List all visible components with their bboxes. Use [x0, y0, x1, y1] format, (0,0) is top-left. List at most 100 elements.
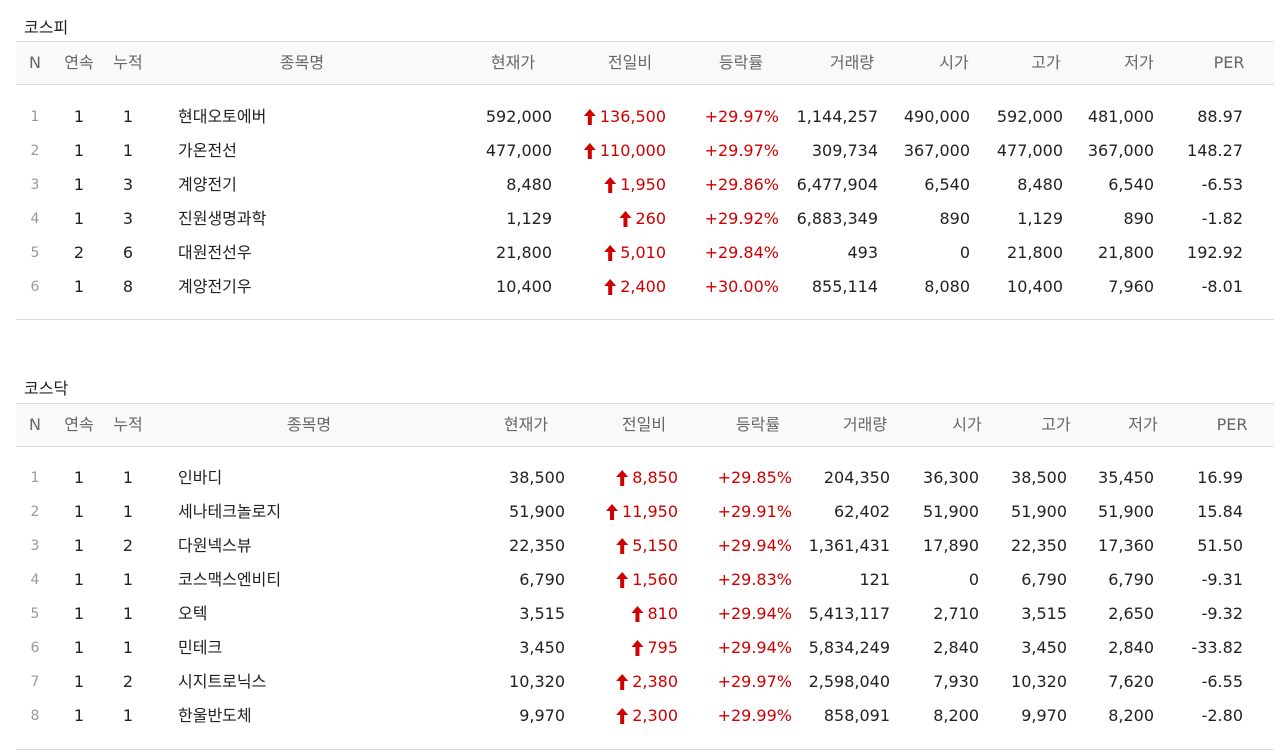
header-low[interactable]: 저가 — [1124, 53, 1154, 72]
cell-rate: +29.94% — [717, 638, 792, 657]
cell-open: 17,890 — [923, 536, 979, 555]
change-value: 1,950 — [604, 168, 666, 202]
cell-per: -9.31 — [1201, 570, 1243, 589]
cell-streak: 1 — [73, 502, 85, 521]
header-cum[interactable]: 누적 — [113, 53, 143, 72]
cell-streak: 1 — [73, 209, 85, 228]
header-low[interactable]: 저가 — [1128, 415, 1158, 434]
cell-streak: 1 — [73, 175, 85, 194]
header-rate[interactable]: 등락률 — [735, 415, 781, 434]
cell-price: 21,800 — [496, 243, 552, 262]
stock-name-link[interactable]: 계양전기우 — [178, 277, 252, 296]
cell-open: 0 — [959, 243, 970, 262]
cell-price: 51,900 — [509, 502, 565, 521]
header-price[interactable]: 현재가 — [503, 415, 549, 434]
cell-per: 51.50 — [1197, 536, 1243, 555]
cell-change: 2,400 — [604, 270, 666, 307]
stock-name-link[interactable]: 한울반도체 — [178, 706, 252, 725]
header-name[interactable]: 종목명 — [286, 415, 332, 434]
header-rate[interactable]: 등락률 — [718, 53, 764, 72]
section-title: 코스피 — [24, 18, 69, 37]
stock-name-link[interactable]: 현대오토에버 — [178, 107, 267, 126]
header-open[interactable]: 시가 — [939, 53, 969, 72]
cell-streak: 1 — [73, 638, 85, 657]
cell-low: 51,900 — [1098, 502, 1154, 521]
header-name[interactable]: 종목명 — [279, 53, 325, 72]
header-streak[interactable]: 연속 — [64, 53, 94, 72]
cell-low: 8,200 — [1108, 706, 1154, 725]
stock-name-link[interactable]: 다원넥스뷰 — [178, 536, 252, 555]
cell-rate: +29.86% — [704, 175, 779, 194]
stock-name-link[interactable]: 계양전기 — [178, 175, 237, 194]
change-value: 11,950 — [606, 495, 678, 529]
cell-cum: 1 — [122, 502, 134, 521]
header-streak[interactable]: 연속 — [64, 415, 94, 434]
stock-name-link[interactable]: 코스맥스엔비티 — [178, 570, 282, 589]
change-value: 2,300 — [616, 699, 678, 733]
cell-per: -6.55 — [1201, 672, 1243, 691]
cell-price: 592,000 — [485, 107, 552, 126]
cell-cum: 2 — [122, 672, 134, 691]
cell-volume: 6,883,349 — [796, 209, 878, 228]
cell-cum: 3 — [122, 209, 134, 228]
header-per[interactable]: PER — [1213, 53, 1245, 72]
cell-change: 2,380 — [616, 665, 678, 702]
cell-high: 3,450 — [1021, 638, 1067, 657]
header-cum[interactable]: 누적 — [113, 415, 143, 434]
cell-low: 367,000 — [1087, 141, 1154, 160]
change-amount: 1,560 — [632, 570, 678, 589]
cell-n: 3 — [30, 538, 40, 554]
header-volume[interactable]: 거래량 — [842, 415, 888, 434]
stock-name-link[interactable]: 진원생명과학 — [178, 209, 267, 228]
cell-open: 2,840 — [933, 638, 979, 657]
cell-high: 1,129 — [1017, 209, 1063, 228]
cell-per: 88.97 — [1197, 107, 1243, 126]
up-arrow-icon — [616, 572, 629, 588]
cell-change: 1,560 — [616, 563, 678, 600]
stock-name-link[interactable]: 인바디 — [178, 468, 223, 487]
cell-open: 0 — [968, 570, 979, 589]
stock-name-link[interactable]: 시지트로닉스 — [178, 672, 267, 691]
cell-volume: 121 — [859, 570, 890, 589]
change-amount: 11,950 — [622, 502, 678, 521]
cell-per: 192.92 — [1187, 243, 1243, 262]
cell-rate: +30.00% — [704, 277, 779, 296]
cell-rate: +29.99% — [717, 706, 792, 725]
cell-open: 7,930 — [933, 672, 979, 691]
stock-name-link[interactable]: 세나테크놀로지 — [178, 502, 282, 521]
divider — [16, 749, 1274, 750]
header-per[interactable]: PER — [1216, 415, 1248, 434]
up-arrow-icon — [583, 143, 596, 159]
cell-volume: 309,734 — [811, 141, 878, 160]
header-volume[interactable]: 거래량 — [829, 53, 875, 72]
header-change[interactable]: 전일비 — [621, 415, 667, 434]
cell-per: -9.32 — [1201, 604, 1243, 623]
header-n[interactable]: N — [29, 53, 41, 72]
stock-name-link[interactable]: 오텍 — [178, 604, 208, 623]
change-amount: 5,150 — [632, 536, 678, 555]
stock-name-link[interactable]: 민테크 — [178, 638, 223, 657]
cell-price: 3,515 — [519, 604, 565, 623]
header-high[interactable]: 고가 — [1031, 53, 1061, 72]
cell-cum: 1 — [122, 570, 134, 589]
header-open[interactable]: 시가 — [952, 415, 982, 434]
header-change[interactable]: 전일비 — [607, 53, 653, 72]
cell-open: 8,200 — [933, 706, 979, 725]
header-n[interactable]: N — [29, 415, 41, 434]
cell-volume: 204,350 — [823, 468, 890, 487]
header-high[interactable]: 고가 — [1041, 415, 1071, 434]
cell-change: 795 — [631, 631, 678, 668]
stock-name-link[interactable]: 가온전선 — [178, 141, 237, 160]
stock-name-link[interactable]: 대원전선우 — [178, 243, 252, 262]
cell-price: 3,450 — [519, 638, 565, 657]
cell-cum: 1 — [122, 141, 134, 160]
cell-high: 22,350 — [1011, 536, 1067, 555]
cell-change: 1,950 — [604, 168, 666, 205]
cell-streak: 1 — [73, 672, 85, 691]
cell-rate: +29.97% — [717, 672, 792, 691]
header-price[interactable]: 현재가 — [490, 53, 536, 72]
cell-n: 5 — [30, 245, 40, 261]
change-amount: 2,300 — [632, 706, 678, 725]
cell-cum: 1 — [122, 706, 134, 725]
cell-change: 110,000 — [583, 134, 666, 171]
